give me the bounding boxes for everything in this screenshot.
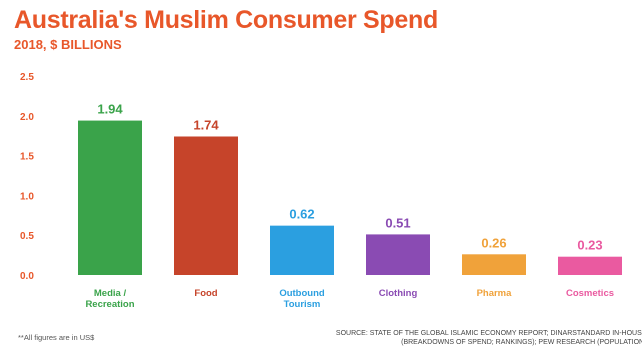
bar (366, 234, 430, 275)
bar (558, 256, 622, 275)
x-tick-label: Clothing (379, 288, 418, 299)
y-axis: 0.0 0.5 1.0 1.5 2.0 2.5 (20, 72, 34, 282)
x-tick-label: Media / Recreation (85, 288, 134, 310)
data-label: 1.94 (97, 102, 123, 117)
chart-subtitle: 2018, $ BILLIONS (14, 37, 122, 52)
chart-title: Australia's Muslim Consumer Spend (14, 6, 438, 34)
bar (78, 120, 142, 276)
value-labels-group: 1.94 1.74 0.62 0.51 0.26 0.23 (97, 102, 602, 253)
category-labels-group: Media / Recreation Food Outbound Tourism Clot… (85, 288, 614, 310)
bar (270, 225, 334, 275)
bars-group (78, 120, 622, 276)
y-tick-label: 2.0 (20, 112, 34, 123)
x-tick-label: Outbound Tourism (279, 288, 325, 310)
y-tick-label: 0.0 (20, 271, 34, 282)
y-tick-label: 0.5 (20, 231, 34, 242)
footnote: **All figures are in US$ (18, 333, 95, 342)
source-line-2: (BREAKDOWNS OF SPEND; RANKINGS); PEW RES… (401, 339, 642, 346)
data-label: 0.62 (289, 207, 314, 222)
source-note: SOURCE: STATE OF THE GLOBAL ISLAMIC ECON… (336, 329, 642, 347)
bar (462, 254, 526, 275)
bar (174, 136, 238, 275)
y-tick-label: 1.5 (20, 152, 34, 163)
data-label: 0.23 (577, 238, 602, 253)
data-label: 0.51 (385, 215, 410, 230)
x-tick-label: Cosmetics (566, 288, 614, 299)
y-tick-label: 1.0 (20, 191, 34, 202)
data-label: 0.26 (481, 235, 506, 250)
source-line-1: SOURCE: STATE OF THE GLOBAL ISLAMIC ECON… (335, 330, 642, 337)
x-tick-label: Food (194, 288, 217, 299)
data-label: 1.74 (193, 117, 219, 132)
y-tick-label: 2.5 (20, 72, 34, 83)
x-tick-label: Pharma (477, 288, 513, 299)
